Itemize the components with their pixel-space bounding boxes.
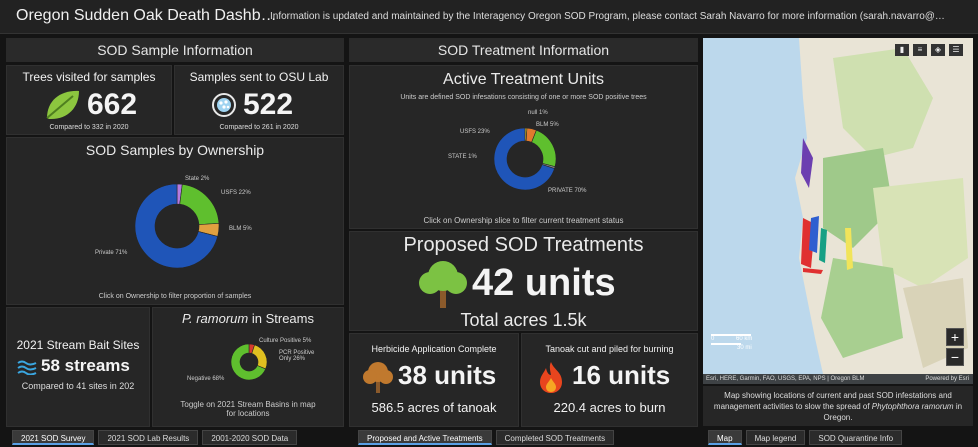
- active-label-private: PRIVATE 70%: [548, 188, 587, 194]
- donut-slice-usfs[interactable]: [531, 129, 556, 168]
- tree-icon: [419, 261, 467, 308]
- ownership-chart-note: Click on Ownership to filter proportion …: [98, 293, 252, 300]
- treatment-info-section-title: SOD Treatment Information: [349, 38, 698, 62]
- tab-2021-sod-survey[interactable]: 2021 SOD Survey: [12, 430, 95, 445]
- proposed-treatments-title: Proposed SOD Treatments: [403, 234, 644, 256]
- bookmark-icon[interactable]: ▮: [895, 44, 909, 56]
- tab-completed-sod-treatments[interactable]: Completed SOD Treatments: [495, 430, 615, 445]
- active-label-usfs: USFS 23%: [460, 129, 490, 135]
- herbicide-title: Herbicide Application Complete: [371, 344, 497, 354]
- samples-sent-card: Samples sent to OSU Lab 522 Compared to …: [174, 65, 344, 135]
- active-label-state: STATE 1%: [448, 154, 477, 160]
- herbicide-count: 38 units: [398, 360, 497, 390]
- ownership-label-blm: BLM 5%: [229, 226, 252, 232]
- tab-map[interactable]: Map: [708, 430, 742, 445]
- ramorum-chart-card: P. ramorum in Streams Culture Positive 5…: [152, 307, 344, 427]
- ramorum-chart-title: P. ramorum in Streams: [153, 311, 343, 326]
- samples-sent-count: 522: [243, 88, 294, 121]
- active-treatment-note: Click on Ownership slice to filter curre…: [423, 216, 624, 225]
- herbicide-acres: 586.5 acres of tanoak: [371, 400, 497, 415]
- proposed-treatments-count: 42 units: [472, 262, 616, 304]
- map-caption-text: Map showing locations of current and pas…: [713, 391, 952, 411]
- donut-slice-private[interactable]: [494, 128, 555, 190]
- tab-map-legend[interactable]: Map legend: [745, 430, 806, 445]
- scale-km-label: 60 km: [736, 336, 753, 342]
- ownership-label-state: State 2%: [185, 176, 210, 182]
- zoom-in-button[interactable]: +: [946, 328, 964, 346]
- tab-sod-quarantine-info[interactable]: SOD Quarantine Info: [809, 430, 903, 445]
- petri-dish-icon: [212, 93, 236, 117]
- sample-info-section-title: SOD Sample Information: [6, 38, 344, 62]
- active-label-blm: BLM 5%: [536, 122, 559, 128]
- powered-by-esri[interactable]: Powered by Esri: [925, 376, 969, 382]
- fire-icon: [540, 362, 562, 393]
- ownership-chart-card: SOD Samples by Ownership State 2% USFS 2…: [6, 137, 344, 305]
- app-header: Oregon Sudden Oak Death Dashb… Informati…: [0, 0, 978, 34]
- scale-zero-label: 0: [711, 336, 715, 342]
- stream-bait-compare: Compared to 41 sites in 202: [21, 381, 135, 391]
- trees-visited-compare: Compared to 332 in 2020: [49, 124, 129, 131]
- sod-map[interactable]: ▮ ≡ ◈ ☰ + − 0 60 km 30 mi Esri, HERE, Ga…: [703, 38, 973, 384]
- ramorum-label-pcr: PCR Positive Only 26%: [279, 350, 315, 362]
- stream-bait-title: 2021 Stream Bait Sites: [16, 338, 140, 352]
- ramorum-title-rest: in Streams: [248, 311, 314, 326]
- layers-list-icon[interactable]: ≡: [913, 44, 927, 56]
- donut-slice-private[interactable]: [135, 184, 219, 268]
- map-caption-end: in Oregon.: [823, 402, 963, 422]
- ramorum-chart-note: Toggle on 2021 Stream Basins in map for …: [180, 400, 316, 418]
- attribution-text: Esri, HERE, Garmin, FAO, USGS, EPA, NPS …: [706, 376, 865, 382]
- trees-visited-card: Trees visited for samples 662 Compared t…: [6, 65, 172, 135]
- ownership-label-usfs: USFS 22%: [221, 190, 251, 196]
- tab-2001-2020-sod-data[interactable]: 2001-2020 SOD Data: [202, 430, 298, 445]
- tanoak-burn-card: Tanoak cut and piled for burning 16 unit…: [521, 333, 698, 427]
- water-waves-icon: [17, 360, 37, 375]
- trees-visited-title: Trees visited for samples: [22, 70, 156, 84]
- active-treatment-subtitle: Units are defined SOD infesations consis…: [400, 94, 647, 101]
- active-treatment-card: Active Treatment Units Units are defined…: [349, 65, 698, 229]
- stream-bait-count: 58 streams: [41, 356, 130, 375]
- ramorum-label-negative: Negative 68%: [187, 376, 225, 382]
- right-tab-bar: Map Map legend SOD Quarantine Info: [708, 430, 903, 447]
- middle-tab-bar: Proposed and Active Treatments Completed…: [358, 430, 615, 447]
- tab-2021-sod-lab-results[interactable]: 2021 SOD Lab Results: [98, 430, 199, 445]
- map-caption: Map showing locations of current and pas…: [703, 386, 973, 426]
- trees-visited-count: 662: [87, 88, 138, 121]
- scale-mi-label: 30 mi: [737, 345, 752, 351]
- ownership-chart-title: SOD Samples by Ownership: [85, 142, 265, 158]
- donut-slice-usfs[interactable]: [179, 184, 219, 225]
- active-label-null: null 1%: [528, 110, 548, 116]
- ramorum-label-culture: Culture Positive 5%: [259, 338, 312, 344]
- zoom-out-button[interactable]: −: [946, 348, 964, 366]
- ramorum-title-italic: P. ramorum: [182, 311, 249, 326]
- map-basemap: [703, 38, 973, 384]
- ramorum-donut-chart[interactable]: [231, 344, 267, 380]
- active-treatment-title: Active Treatment Units: [443, 71, 604, 88]
- basemap-icon[interactable]: ◈: [931, 44, 945, 56]
- tanoak-tree-icon: [363, 362, 393, 393]
- samples-sent-title: Samples sent to OSU Lab: [189, 70, 329, 84]
- samples-sent-compare: Compared to 261 in 2020: [219, 124, 299, 131]
- donut-slice-negative[interactable]: [231, 344, 266, 380]
- header-info-text: Information is updated and maintained by…: [270, 11, 945, 22]
- legend-icon[interactable]: ☰: [949, 44, 963, 56]
- stream-bait-card: 2021 Stream Bait Sites 58 streams Compar…: [6, 307, 150, 427]
- herbicide-card: Herbicide Application Complete 38 units …: [349, 333, 519, 427]
- tanoak-burn-title: Tanoak cut and piled for burning: [545, 344, 674, 354]
- dashboard-title: Oregon Sudden Oak Death Dashb…: [16, 7, 277, 24]
- proposed-treatments-card: Proposed SOD Treatments 42 units Total a…: [349, 231, 698, 331]
- left-tab-bar: 2021 SOD Survey 2021 SOD Lab Results 200…: [12, 430, 298, 447]
- ownership-label-private: Private 71%: [95, 250, 128, 256]
- map-attribution: Esri, HERE, Garmin, FAO, USGS, EPA, NPS …: [703, 374, 973, 384]
- leaf-icon: [46, 90, 79, 120]
- map-scale-bar: 0 60 km 30 mi: [711, 330, 761, 352]
- active-treatment-donut-chart[interactable]: [494, 128, 556, 190]
- proposed-treatments-acres: Total acres 1.5k: [460, 310, 587, 330]
- tanoak-burn-count: 16 units: [572, 360, 671, 390]
- donut-slice-pcr-positive-only[interactable]: [251, 344, 267, 370]
- tanoak-burn-acres: 220.4 acres to burn: [553, 400, 666, 415]
- ownership-donut-chart[interactable]: [135, 184, 219, 268]
- tab-proposed-active-treatments[interactable]: Proposed and Active Treatments: [358, 430, 492, 445]
- map-caption-italic: Phytophthora ramorum: [871, 402, 954, 411]
